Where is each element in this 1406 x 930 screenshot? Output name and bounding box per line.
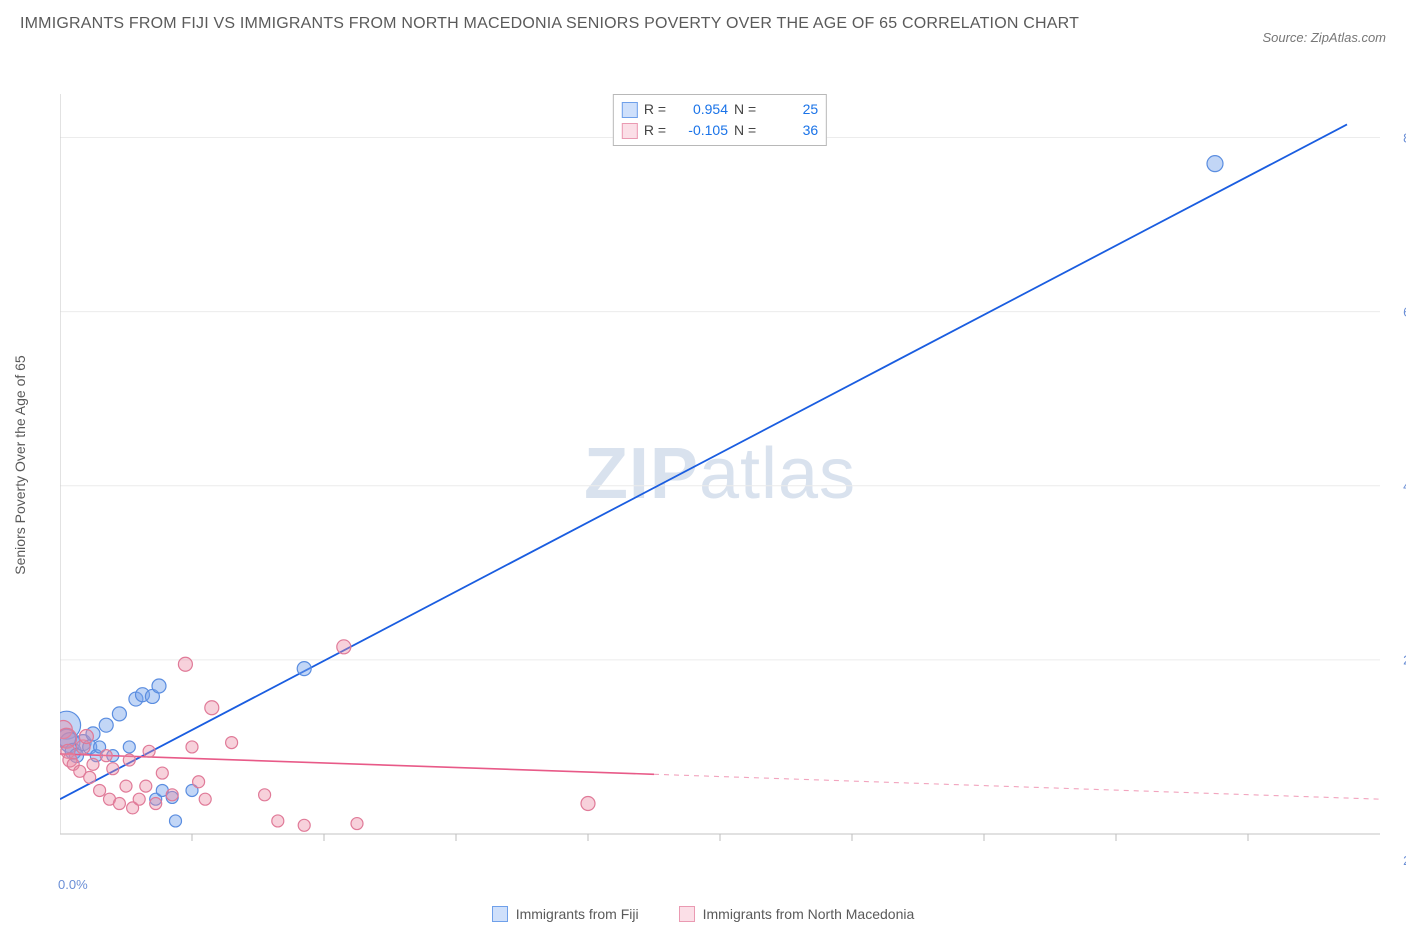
scatter-plot bbox=[60, 94, 1380, 854]
swatch-fiji bbox=[622, 102, 638, 118]
legend-item-fiji: Immigrants from Fiji bbox=[492, 906, 639, 922]
r-value-macedonia: -0.105 bbox=[672, 120, 728, 141]
n-value-macedonia: 36 bbox=[762, 120, 818, 141]
swatch-fiji-icon bbox=[492, 906, 508, 922]
series-legend: Immigrants from Fiji Immigrants from Nor… bbox=[0, 906, 1406, 922]
legend-label-fiji: Immigrants from Fiji bbox=[516, 906, 639, 922]
n-value-fiji: 25 bbox=[762, 99, 818, 120]
y-axis-label: Seniors Poverty Over the Age of 65 bbox=[12, 355, 28, 574]
swatch-macedonia bbox=[622, 123, 638, 139]
n-label: N = bbox=[734, 99, 756, 120]
legend-item-macedonia: Immigrants from North Macedonia bbox=[679, 906, 915, 922]
x-origin-label: 0.0% bbox=[58, 877, 88, 892]
correlation-legend: R = 0.954 N = 25 R = -0.105 N = 36 bbox=[613, 94, 827, 146]
r-label: R = bbox=[644, 99, 666, 120]
chart-title: IMMIGRANTS FROM FIJI VS IMMIGRANTS FROM … bbox=[20, 12, 1079, 36]
r-label: R = bbox=[644, 120, 666, 141]
legend-row-fiji: R = 0.954 N = 25 bbox=[622, 99, 818, 120]
legend-label-macedonia: Immigrants from North Macedonia bbox=[703, 906, 915, 922]
r-value-fiji: 0.954 bbox=[672, 99, 728, 120]
n-label: N = bbox=[734, 120, 756, 141]
legend-row-macedonia: R = -0.105 N = 36 bbox=[622, 120, 818, 141]
chart-area: ZIPatlas R = 0.954 N = 25 R = -0.105 N =… bbox=[60, 94, 1380, 854]
swatch-macedonia-icon bbox=[679, 906, 695, 922]
source-attribution: Source: ZipAtlas.com bbox=[1262, 30, 1386, 45]
